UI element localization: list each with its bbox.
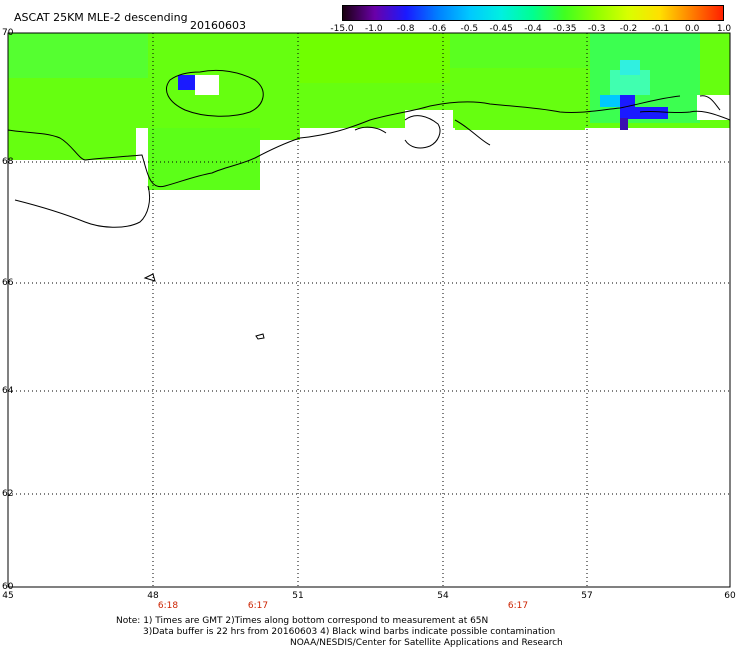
color-scale-tick: -0.1 xyxy=(651,24,670,34)
color-scale-tick: -0.4 xyxy=(524,24,542,34)
lat-lon-grid xyxy=(8,33,730,587)
lon-label-54: 54 xyxy=(437,591,449,601)
lon-label-51: 51 xyxy=(292,591,304,601)
data-swath xyxy=(8,33,730,190)
color-scale-tick: -0.6 xyxy=(428,24,447,34)
color-scale-tick: -0.2 xyxy=(619,24,638,34)
coastline xyxy=(7,69,731,340)
lat-label-66: 66 xyxy=(2,278,14,288)
note-line-1: Note: 1) Times are GMT 2)Times along bot… xyxy=(116,616,489,626)
color-scale-tick: 1.0 xyxy=(716,24,732,34)
note-line-3: NOAA/NESDIS/Center for Satellite Applica… xyxy=(290,638,563,648)
lat-label-70: 70 xyxy=(2,28,14,38)
lat-label-68: 68 xyxy=(2,157,14,167)
lon-label-60: 60 xyxy=(724,591,736,601)
lon-label-57: 57 xyxy=(581,591,593,601)
lat-label-64: 64 xyxy=(2,386,14,396)
color-scale-tick: -0.8 xyxy=(396,24,415,34)
time-label: 6:17 xyxy=(247,601,269,611)
lat-label-60: 60 xyxy=(2,582,14,592)
color-scale-tick: -0.3 xyxy=(587,24,606,34)
lon-label-48: 48 xyxy=(147,591,159,601)
color-scale-tick: 0.0 xyxy=(684,24,700,34)
note-line-2: 3)Data buffer is 22 hrs from 20160603 4)… xyxy=(143,627,556,637)
color-scale-tick: -0.5 xyxy=(460,24,479,34)
lat-label-62: 62 xyxy=(2,489,14,499)
lon-label-45: 45 xyxy=(2,591,14,601)
product-title: ASCAT 25KM MLE-2 descending xyxy=(14,11,188,24)
color-scale-tick: -1.0 xyxy=(365,24,383,34)
product-date: 20160603 xyxy=(190,19,246,32)
time-label: 6:18 xyxy=(157,601,179,611)
map-frame xyxy=(7,32,731,588)
time-label: 6:17 xyxy=(507,601,529,611)
color-scale-bar xyxy=(342,5,724,21)
color-scale-tick: -0.45 xyxy=(489,24,513,34)
color-scale-tick: -0.35 xyxy=(553,24,577,34)
color-scale-tick: -15.0 xyxy=(330,24,354,34)
